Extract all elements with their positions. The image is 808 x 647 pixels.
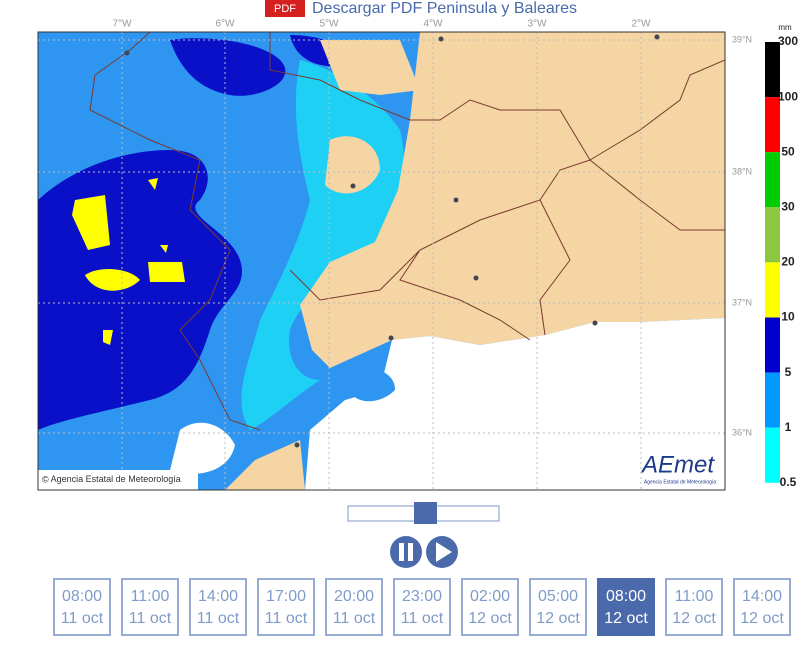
timestep-button[interactable]: 11:00 11 oct xyxy=(121,578,179,636)
borders xyxy=(89,32,725,431)
rain-yellow xyxy=(72,178,185,345)
lat-label: 38°N xyxy=(732,166,752,176)
legend-label: 50 xyxy=(781,144,795,158)
timestep-time[interactable]: 05:00 xyxy=(537,588,579,605)
cities xyxy=(124,34,660,448)
logo-subtitle: Agencia Estatal de Meteorología xyxy=(644,479,716,485)
timestep-date[interactable]: 11 oct xyxy=(332,610,376,627)
legend-label: 1 xyxy=(785,420,792,434)
timestep-time[interactable]: 08:00 xyxy=(605,588,647,605)
timestep-time[interactable]: 11:00 xyxy=(674,588,714,605)
lat-label: 36°N xyxy=(732,427,752,437)
legend-label: 0.5 xyxy=(780,475,797,489)
timestep-button[interactable]: 23:00 11 oct xyxy=(393,578,451,636)
timestep-button[interactable]: 20:00 11 oct xyxy=(325,578,383,636)
lat-label: 39°N xyxy=(732,34,752,44)
timestep-date[interactable]: 11 oct xyxy=(196,610,240,627)
timestep-date[interactable]: 12 oct xyxy=(672,610,716,627)
legend-label: 20 xyxy=(781,255,795,269)
legend-swatch xyxy=(765,372,780,428)
land xyxy=(320,40,420,194)
legend-swatch xyxy=(765,207,780,263)
timestep-button[interactable]: 02:00 12 oct xyxy=(461,578,519,636)
rain-dark-blue xyxy=(170,35,346,96)
timestep-button[interactable]: 08:00 11 oct xyxy=(53,578,111,636)
lat-label: 37°N xyxy=(732,297,752,307)
pause-button[interactable] xyxy=(390,536,422,568)
timestep-time[interactable]: 02:00 xyxy=(469,588,511,605)
timestep-date[interactable]: 11 oct xyxy=(128,610,172,627)
legend-swatch xyxy=(765,262,780,318)
timestep-time[interactable]: 23:00 xyxy=(401,588,443,605)
logo: AEmet xyxy=(640,451,715,478)
map-frame xyxy=(37,31,726,491)
credit: © Agencia Estatal de Meteorología xyxy=(42,474,181,484)
timestep-button[interactable]: 14:00 11 oct xyxy=(189,578,247,636)
map: © Agencia Estatal de Meteorología AEmet … xyxy=(38,32,725,490)
lon-label: 6°W xyxy=(216,19,236,30)
legend-label: 5 xyxy=(785,365,792,379)
pdf-badge-label[interactable]: PDF xyxy=(274,3,296,15)
timestep-button[interactable]: 08:00 12 oct xyxy=(597,578,655,636)
timestep-time[interactable]: 17:00 xyxy=(265,588,307,605)
timestep-button[interactable]: 05:00 12 oct xyxy=(529,578,587,636)
timestep-button[interactable]: 11:00 12 oct xyxy=(665,578,723,636)
timestep-button[interactable]: 17:00 11 oct xyxy=(257,578,315,636)
download-link[interactable]: Descargar PDF Peninsula y Baleares xyxy=(312,0,577,17)
slider-thumb[interactable] xyxy=(414,502,437,524)
timestep-date[interactable]: 11 oct xyxy=(264,610,308,627)
timestep-button[interactable]: 14:00 12 oct xyxy=(733,578,791,636)
land xyxy=(225,440,305,490)
play-button[interactable] xyxy=(426,536,458,568)
land xyxy=(300,32,725,368)
legend-label: 10 xyxy=(781,310,795,324)
pdf-badge[interactable] xyxy=(265,0,305,17)
legend-unit: mm xyxy=(778,23,792,32)
lon-label: 7°W xyxy=(113,19,133,30)
timestep-time[interactable]: 11:00 xyxy=(130,588,170,605)
lon-labels: 7°W 6°W 5°W 4°W 3°W 2°W xyxy=(113,19,652,30)
legend-label: 30 xyxy=(781,199,795,213)
sea xyxy=(305,318,725,490)
graticule xyxy=(38,32,725,490)
legend: 300 100 50 30 20 10 5 1 0.5 xyxy=(765,34,798,489)
legend-swatch xyxy=(765,97,780,153)
lon-label: 3°W xyxy=(528,19,548,30)
map-panel: PDF Descargar PDF Peninsula y Baleares © xyxy=(37,0,798,568)
timestep-time[interactable]: 08:00 xyxy=(61,588,103,605)
timestep-date[interactable]: 12 oct xyxy=(468,610,512,627)
timestep-time[interactable]: 14:00 xyxy=(197,588,239,605)
lon-label: 5°W xyxy=(320,19,340,30)
timestep-time[interactable]: 14:00 xyxy=(741,588,783,605)
timestep-date[interactable]: 12 oct xyxy=(536,610,580,627)
timestep-date[interactable]: 11 oct xyxy=(400,610,444,627)
rain-blue xyxy=(350,368,395,402)
legend-swatch xyxy=(765,152,780,208)
legend-label: 100 xyxy=(778,89,798,103)
timestep-time[interactable]: 20:00 xyxy=(333,588,375,605)
rain-free xyxy=(170,422,235,474)
lat-labels: 39°N 38°N 37°N 36°N xyxy=(732,34,752,437)
legend-swatch xyxy=(765,427,780,483)
legend-swatch xyxy=(765,317,780,373)
credit-box xyxy=(38,470,198,490)
legend-label: 300 xyxy=(778,34,798,48)
timestep-date[interactable]: 12 oct xyxy=(604,610,648,627)
lon-label: 2°W xyxy=(632,19,652,30)
lon-label: 4°W xyxy=(424,19,444,30)
timestep-date[interactable]: 12 oct xyxy=(740,610,784,627)
timestep-date[interactable]: 11 oct xyxy=(60,610,104,627)
legend-swatch xyxy=(765,42,780,98)
